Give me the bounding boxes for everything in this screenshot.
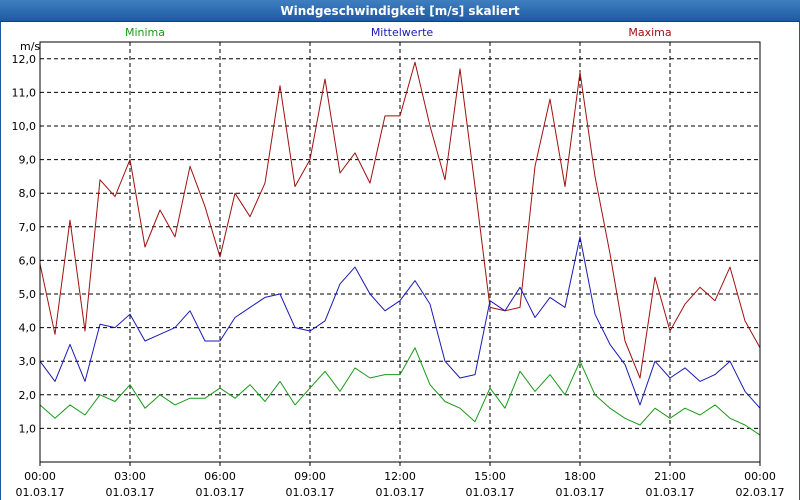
x-tick-date: 01.03.17: [196, 486, 245, 499]
x-tick-date: 01.03.17: [556, 486, 605, 499]
y-axis-label: m/s: [20, 40, 40, 53]
x-tick-date: 01.03.17: [106, 486, 155, 499]
legend-maxima: Maxima: [628, 26, 671, 39]
x-tick-date: 01.03.17: [376, 486, 425, 499]
legend: Minima Mittelwerte Maxima: [125, 26, 672, 39]
series-lines: [39, 61, 761, 436]
y-tick-label: 8,0: [19, 187, 37, 200]
x-tick-time: 15:00: [474, 470, 506, 483]
gridlines: [40, 42, 760, 462]
x-tick-time: 03:00: [114, 470, 146, 483]
legend-mittelwerte: Mittelwerte: [371, 26, 434, 39]
x-tick-time: 21:00: [654, 470, 686, 483]
y-tick-label: 10,0: [12, 120, 37, 133]
y-tick-label: 12,0: [12, 53, 37, 66]
y-tick-label: 11,0: [12, 86, 37, 99]
y-tick-label: 6,0: [19, 254, 37, 267]
series-line-mittelwerte: [39, 236, 761, 409]
x-tick-date: 01.03.17: [466, 486, 515, 499]
plot-area-border: [39, 41, 761, 463]
y-tick-label: 9,0: [19, 154, 37, 167]
series-line-maxima: [39, 61, 761, 379]
x-tick-time: 00:00: [744, 470, 776, 483]
x-tick-time: 12:00: [384, 470, 416, 483]
y-tick-label: 2,0: [19, 389, 37, 402]
x-tick-date: 01.03.17: [286, 486, 335, 499]
y-tick-label: 5,0: [19, 288, 37, 301]
y-tick-label: 1,0: [19, 422, 37, 435]
legend-minima: Minima: [125, 26, 165, 39]
series-line-minima: [39, 347, 761, 436]
y-tick-label: 3,0: [19, 355, 37, 368]
x-tick-time: 09:00: [294, 470, 326, 483]
x-tick-time: 18:00: [564, 470, 596, 483]
y-tick-label: 4,0: [19, 322, 37, 335]
x-tick-time: 00:00: [24, 470, 56, 483]
y-axis-ticks: 1,0 2,0 3,0 4,0 5,0 6,0 7,0 8,0 9,0 10,0 11,0 12,0: [12, 53, 37, 436]
x-tick-date: 02.03.17: [736, 486, 785, 499]
x-tick-date: 01.03.17: [646, 486, 695, 499]
x-tick-date: 01.03.17: [16, 486, 65, 499]
x-axis-ticks: 00:00 01.03.17 03:00 01.03.17 06:00 01.03.17 0…: [16, 462, 785, 499]
x-tick-time: 06:00: [204, 470, 236, 483]
chart-title: Windgeschwindigkeit [m/s] skaliert: [0, 0, 800, 22]
y-tick-label: 7,0: [19, 221, 37, 234]
